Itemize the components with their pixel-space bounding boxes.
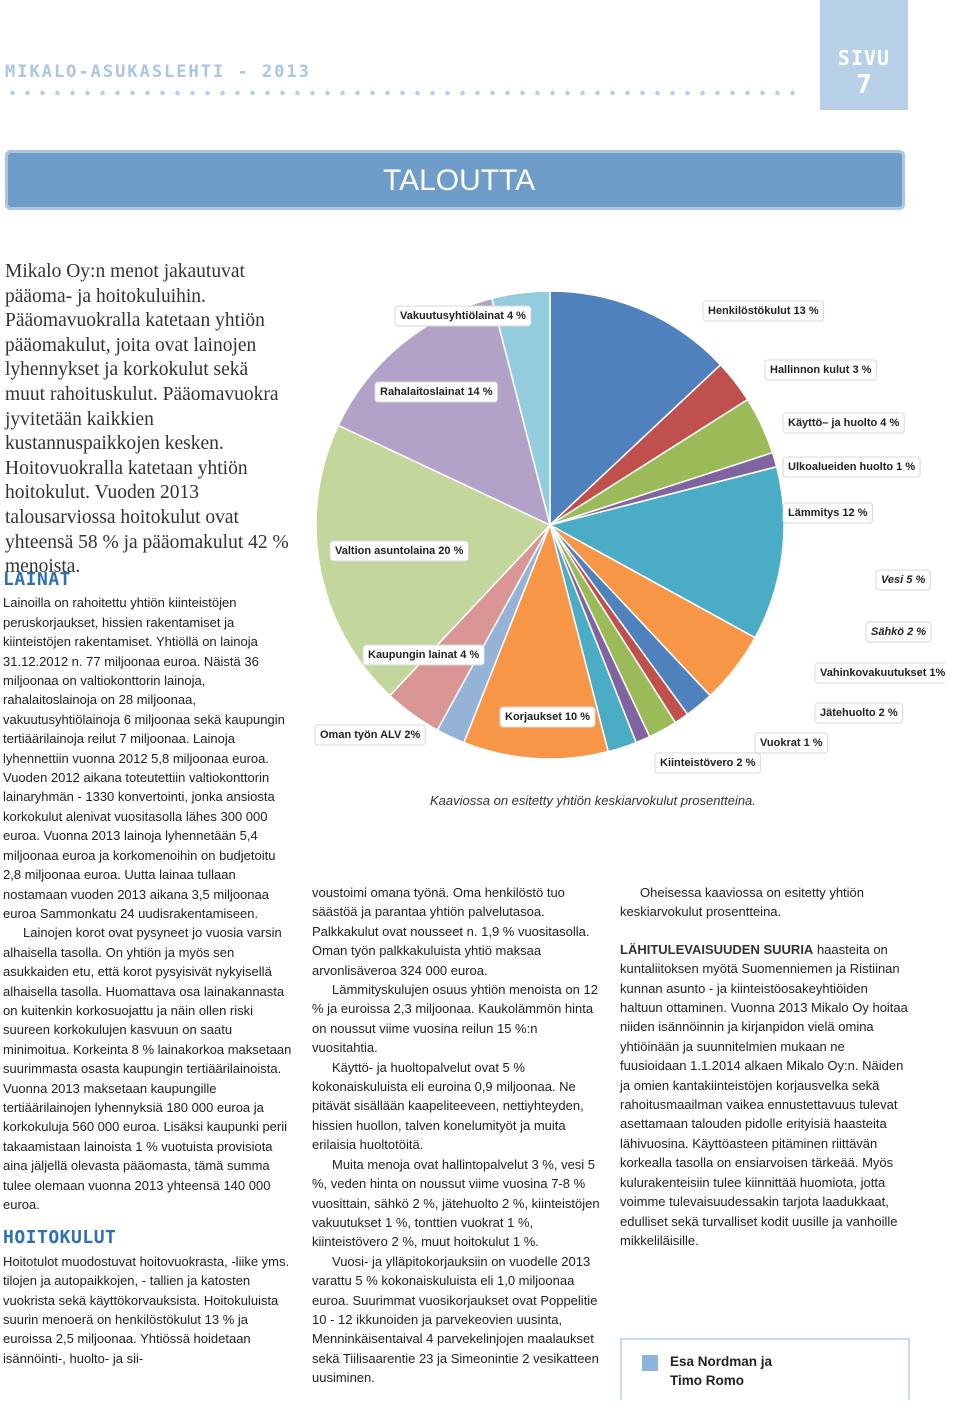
paragraph: Vuosi- ja ylläpitokorjauksiin on vuodell… <box>312 1253 599 1386</box>
paragraph: Lämmityskulujen osuus yhtiön menoista on… <box>312 982 598 1056</box>
author-line: Timo Romo <box>670 1373 744 1388</box>
middle-column: voustoimi omana työnä. Oma henkilöstö tu… <box>312 883 602 1388</box>
slice-label-text: Sähkö 2 % <box>871 626 926 638</box>
slice-label-text: Rahalaitoslainat 14 % <box>380 386 493 398</box>
paragraph: Lainojen korot ovat pysyneet jo vuosia v… <box>3 925 292 1212</box>
author-icon <box>642 1355 658 1371</box>
section-heading: HOITOKULUT <box>3 1227 117 1249</box>
slice-label: Oman työn ALV 2% <box>314 724 426 746</box>
label-box <box>814 702 904 724</box>
label-box <box>782 502 873 524</box>
pie-chart: Henkilöstökulut 13 % Hallinnon kulut 3 % K… <box>314 290 945 774</box>
slice-label-text: Kaupungin lainat 4 % <box>368 649 479 661</box>
slice-label: Vahinkovakuutukset 1% <box>814 662 945 684</box>
pie-slice <box>462 522 610 760</box>
slice-label-text: Jätehuolto 2 % <box>820 707 898 719</box>
slice-label-text: Vuokrat 1 % <box>760 737 823 749</box>
slice-label-text: Vesi 5 % <box>881 574 925 586</box>
publication: MIKALO-ASUKASLEHTI - 2013 <box>5 62 311 82</box>
pie-slice <box>547 465 785 639</box>
paragraph: Oheisessa kaaviossa on esitetty yhtiön k… <box>620 885 865 920</box>
label-box <box>329 540 469 562</box>
dot-rule <box>5 90 805 96</box>
slice-label-text: Käyttö– ja huolto 4 % <box>788 417 899 429</box>
page-label: SIVU <box>837 46 891 70</box>
label-box <box>865 621 932 643</box>
author-box: Esa Nordman ja Timo Romo <box>620 1338 910 1400</box>
slice-label-text: Korjaukset 10 % <box>505 711 590 723</box>
intro: Mikalo Oy:n menot jakautuvat pääoma- ja … <box>5 261 289 578</box>
slice-label-text: Kiinteistövero 2 % <box>660 757 756 769</box>
slice-label: Hallinnon kulut 3 % <box>764 359 877 381</box>
label-box <box>362 644 485 666</box>
label-box <box>782 456 921 478</box>
paragraph: Käyttö- ja huoltopalvelut ovat 5 % kokon… <box>312 1059 584 1153</box>
slice-label: Rahalaitoslainat 14 % <box>374 381 498 403</box>
paragraph: Muita menoja ovat hallintopalvelut 3 %, … <box>312 1156 600 1250</box>
pie-slice <box>337 297 552 527</box>
banner: TALOUTTA <box>5 150 905 210</box>
label-box <box>764 359 877 381</box>
label-box <box>374 381 498 403</box>
slice-label-text: Oman työn ALV 2% <box>320 729 420 741</box>
author-line: Esa Nordman ja <box>670 1354 773 1369</box>
label-box <box>875 569 931 591</box>
slice-label: Kaupungin lainat 4 % <box>362 644 485 666</box>
page-number-box: SIVU 7 <box>820 0 908 110</box>
slice-label: Jätehuolto 2 % <box>814 702 904 724</box>
paragraph: Hoitotulot muodostuvat hoitovuokrasta, -… <box>3 1253 290 1366</box>
label-box <box>394 305 532 327</box>
page-number: 7 <box>856 70 872 100</box>
paragraph: LÄHITULEVAISUUDEN SUURIA haasteita on ku… <box>620 940 910 1251</box>
label-box <box>654 752 761 774</box>
slice-label-text: Vakuutusyhtiölainat 4 % <box>400 310 526 322</box>
label-box <box>814 662 945 684</box>
slice-label: Lämmitys 12 % <box>782 502 873 524</box>
slice-label: Korjaukset 10 % <box>499 706 596 728</box>
slice-label: Valtion asuntolaina 20 % <box>329 540 469 562</box>
paragraph: Lainoilla on rahoitettu yhtiön kiinteist… <box>3 595 285 921</box>
slice-label: Käyttö– ja huolto 4 % <box>782 412 905 434</box>
slice-label-text: Ulkoalueiden huolto 1 % <box>788 461 915 473</box>
slice-label: Kiinteistövero 2 % <box>654 752 761 774</box>
slice-label-text: Lämmitys 12 % <box>788 507 868 519</box>
pie-slice <box>490 290 551 526</box>
label-box <box>702 300 825 322</box>
slice-label-text: Vahinkovakuutukset 1% <box>820 667 945 679</box>
paragraph: voustoimi omana työnä. Oma henkilöstö tu… <box>312 885 590 978</box>
label-box <box>499 706 596 728</box>
slice-label: Vesi 5 % <box>875 569 931 591</box>
paragraph-text: haasteita on kuntaliitoksen myötä Suomen… <box>620 941 908 1248</box>
author: Esa Nordman ja Timo Romo <box>670 1352 772 1390</box>
lead-in: LÄHITULEVAISUUDEN SUURIA <box>620 941 814 957</box>
left-column: LAINAT Lainoilla on rahoitettu yhtiön ki… <box>3 570 293 1368</box>
banner-title: TALOUTTA <box>383 164 536 197</box>
slice-label: Vakuutusyhtiölainat 4 % <box>394 305 532 327</box>
slice-label: Henkilöstökulut 13 % <box>702 300 825 322</box>
label-box <box>314 724 426 746</box>
chart-caption: Kaaviossa on esitetty yhtiön keskiarvoku… <box>430 793 756 808</box>
slice-label-text: Hallinnon kulut 3 % <box>770 364 872 376</box>
slice-label: Ulkoalueiden huolto 1 % <box>782 456 921 478</box>
slice-label-text: Henkilöstökulut 13 % <box>708 305 819 317</box>
slice-label: Sähkö 2 % <box>865 621 932 643</box>
section-heading: LAINAT <box>3 569 72 590</box>
right-column: Oheisessa kaaviossa on esitetty yhtiön k… <box>620 883 910 1250</box>
slice-label-text: Valtion asuntolaina 20 % <box>335 545 464 557</box>
label-box <box>754 732 829 754</box>
label-box <box>782 412 905 434</box>
slice-label: Vuokrat 1 % <box>754 732 829 754</box>
pie-slice <box>549 290 722 527</box>
